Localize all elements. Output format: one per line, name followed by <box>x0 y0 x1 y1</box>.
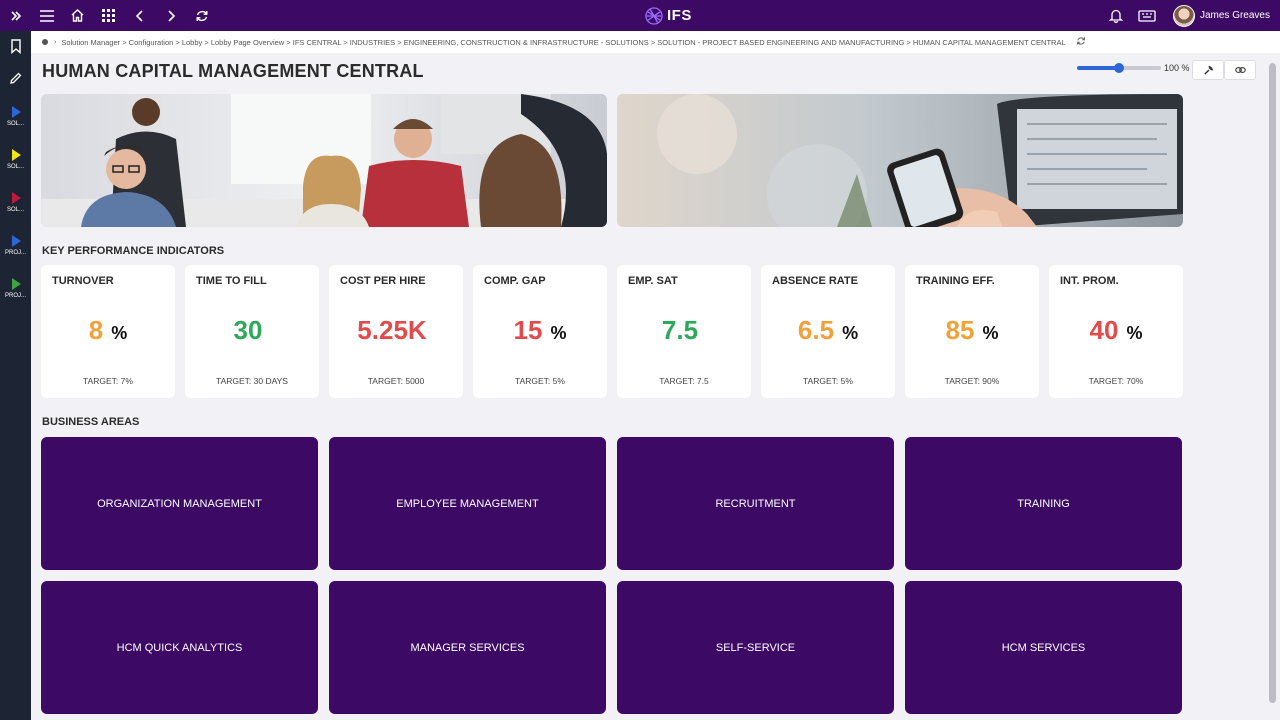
kpi-target: TARGET: 5000 <box>367 376 425 386</box>
kpi-value: 5.25K <box>357 315 427 345</box>
kpi-card-turnover[interactable]: TURNOVER 8% TARGET: 7% <box>41 265 175 398</box>
tile-hcm-services[interactable]: HCM SERVICES <box>905 581 1182 714</box>
kpi-value: 15 <box>513 315 543 345</box>
expand-icon[interactable] <box>0 0 31 31</box>
kpi-title: INT. PROM. <box>1060 275 1119 287</box>
zoom-slider[interactable] <box>1077 63 1161 73</box>
forward-icon[interactable] <box>155 0 186 31</box>
kpi-target: TARGET: 90% <box>944 376 1000 386</box>
tile-organization-management[interactable]: ORGANIZATION MANAGEMENT <box>41 437 318 570</box>
kpi-target: TARGET: 7.5 <box>659 376 709 386</box>
sidebar-item-solution-3[interactable]: SOL... <box>0 186 31 229</box>
kpi-unit: % <box>1126 323 1143 343</box>
kpi-value: 85 <box>945 315 975 345</box>
apps-grid-icon[interactable] <box>93 0 124 31</box>
kpi-title: TRAINING EFF. <box>916 275 995 287</box>
kpi-card-absence-rate[interactable]: ABSENCE RATE 6.5% TARGET: 5% <box>761 265 895 398</box>
kpi-unit: % <box>842 323 859 343</box>
edit-pencil-icon[interactable] <box>0 62 31 93</box>
play-arrow-icon <box>11 106 21 118</box>
hero-image-office-meeting <box>41 94 607 227</box>
kpi-title: COST PER HIRE <box>340 275 426 287</box>
breadcrumb-home-dot[interactable] <box>42 39 48 45</box>
kpi-card-time-to-fill[interactable]: TIME TO FILL 30 TARGET: 30 DAYS <box>185 265 319 398</box>
play-arrow-icon <box>11 235 21 247</box>
link-icon <box>1234 67 1246 73</box>
kpi-title: EMP. SAT <box>628 275 678 287</box>
kpi-unit: % <box>982 323 999 343</box>
zoom-slider-handle[interactable] <box>1114 63 1124 73</box>
zoom-label: 100 % <box>1164 63 1190 73</box>
chevron-right-icon: › <box>54 38 57 46</box>
play-arrow-icon <box>11 192 21 204</box>
kpi-value: 7.5 <box>661 315 699 345</box>
kpi-title: ABSENCE RATE <box>772 275 858 287</box>
scrollbar-thumb[interactable] <box>1269 63 1276 703</box>
kpi-card-comp-gap[interactable]: COMP. GAP 15% TARGET: 5% <box>473 265 607 398</box>
kpi-value: 8 <box>88 315 104 345</box>
sidebar-item-label: PROJ... <box>4 250 26 256</box>
kpi-target: TARGET: 30 DAYS <box>216 376 288 386</box>
bookmark-icon[interactable] <box>0 31 31 62</box>
logo-text: IFS <box>667 7 692 24</box>
page-title: HUMAN CAPITAL MANAGEMENT CENTRAL <box>42 61 424 81</box>
ifs-logo-mark-icon <box>645 6 663 25</box>
wrench-button[interactable] <box>1192 60 1224 80</box>
sidebar-item-label: SOL... <box>6 164 24 170</box>
kpi-title: TURNOVER <box>52 275 114 287</box>
kpi-card-int-prom[interactable]: INT. PROM. 40% TARGET: 70% <box>1049 265 1183 398</box>
breadcrumb-refresh-icon[interactable] <box>1076 36 1086 48</box>
tile-self-service[interactable]: SELF-SERVICE <box>617 581 894 714</box>
kpi-target: TARGET: 5% <box>515 376 565 386</box>
sidebar-item-project-2[interactable]: PROJ... <box>0 272 31 315</box>
tile-recruitment[interactable]: RECRUITMENT <box>617 437 894 570</box>
link-button[interactable] <box>1224 60 1256 80</box>
wrench-icon <box>1203 65 1213 75</box>
breadcrumb-path[interactable]: Solution Manager > Configuration > Lobby… <box>61 37 1066 47</box>
kpi-target: TARGET: 7% <box>83 376 133 386</box>
refresh-icon[interactable] <box>186 0 217 31</box>
keyboard-icon[interactable] <box>1132 0 1163 31</box>
top-bar: IFS James Greaves <box>0 0 1280 31</box>
breadcrumb: › Solution Manager > Configuration > Lob… <box>31 31 1280 53</box>
user-name[interactable]: James Greaves <box>1199 10 1270 21</box>
left-sidebar: SOL... SOL... SOL... PROJ... PROJ... <box>0 31 31 720</box>
tile-training[interactable]: TRAINING <box>905 437 1182 570</box>
ifs-logo[interactable]: IFS <box>644 5 692 26</box>
avatar[interactable] <box>1172 4 1195 27</box>
kpi-card-emp-sat[interactable]: EMP. SAT 7.5 TARGET: 7.5 <box>617 265 751 398</box>
kpi-value: 30 <box>233 315 263 345</box>
tile-hcm-quick-analytics[interactable]: HCM QUICK ANALYTICS <box>41 581 318 714</box>
play-arrow-icon <box>11 149 21 161</box>
sidebar-item-label: SOL... <box>6 207 24 213</box>
kpi-card-training-eff[interactable]: TRAINING EFF. 85% TARGET: 90% <box>905 265 1039 398</box>
kpi-unit: % <box>550 323 567 343</box>
zoom-slider-fill <box>1077 66 1119 70</box>
menu-icon[interactable] <box>31 0 62 31</box>
tile-employee-management[interactable]: EMPLOYEE MANAGEMENT <box>329 437 606 570</box>
sidebar-item-solution-2[interactable]: SOL... <box>0 143 31 186</box>
hero-image-phone <box>617 94 1183 227</box>
kpi-target: TARGET: 70% <box>1088 376 1144 386</box>
kpi-value: 40 <box>1089 315 1119 345</box>
play-arrow-icon <box>11 278 21 290</box>
bell-icon[interactable] <box>1101 0 1132 31</box>
sidebar-item-solution-1[interactable]: SOL... <box>0 100 31 143</box>
kpi-section-label: KEY PERFORMANCE INDICATORS <box>42 245 225 257</box>
business-areas-section-label: BUSINESS AREAS <box>42 416 140 428</box>
sidebar-item-label: PROJ... <box>4 293 26 299</box>
zoom-control: 100 % <box>1077 63 1190 73</box>
vertical-scrollbar[interactable] <box>1266 53 1280 720</box>
sidebar-item-project-1[interactable]: PROJ... <box>0 229 31 272</box>
sidebar-item-label: SOL... <box>6 121 24 127</box>
home-icon[interactable] <box>62 0 93 31</box>
tile-manager-services[interactable]: MANAGER SERVICES <box>329 581 606 714</box>
kpi-title: COMP. GAP <box>484 275 546 287</box>
kpi-target: TARGET: 5% <box>803 376 853 386</box>
kpi-value: 6.5 <box>797 315 835 345</box>
kpi-unit: % <box>111 323 128 343</box>
kpi-title: TIME TO FILL <box>196 275 267 287</box>
kpi-card-cost-per-hire[interactable]: COST PER HIRE 5.25K TARGET: 5000 <box>329 265 463 398</box>
back-icon[interactable] <box>124 0 155 31</box>
